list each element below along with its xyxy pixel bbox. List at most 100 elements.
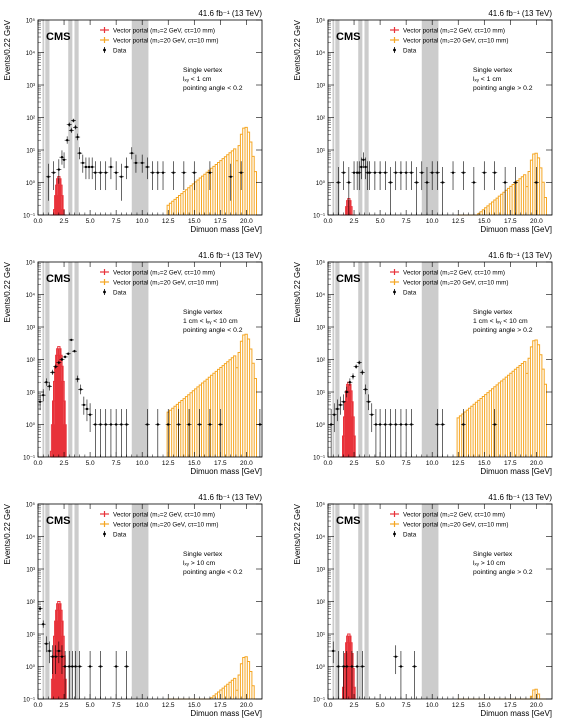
data-marker [114,171,118,174]
data-point [502,166,508,215]
data-marker [109,165,113,169]
data-marker [52,171,55,174]
data-point [71,349,77,353]
legend-swatch-data [103,290,106,294]
data-marker [352,171,356,174]
data-point [398,408,404,457]
data-point [398,161,404,191]
data-marker [161,171,165,174]
data-marker [67,352,70,355]
x-axis-label: Dimuon mass [GeV] [480,709,552,718]
legend-data-label: Data [113,289,127,296]
data-marker [420,171,423,174]
data-marker [62,158,66,161]
cms-label: CMS [336,31,360,43]
data-point [393,161,399,191]
x-tick-label: 5.0 [376,702,385,709]
data-point [40,620,46,628]
data-marker [441,423,444,426]
region-label-line: Single vertex [183,309,223,316]
data-marker [114,665,118,668]
data-marker [125,423,128,426]
data-marker [57,168,61,171]
x-tick-label: 17.5 [504,218,517,225]
data-point [64,136,70,144]
veto-band [421,262,439,457]
data-point [118,163,124,201]
y-tick-label: 10⁵ [26,259,36,266]
data-point [346,166,352,215]
data-point [129,147,135,160]
data-point [65,352,71,355]
data-point [460,161,466,191]
data-marker [394,423,397,426]
data-point [471,166,477,215]
legend: Vector portal (m₂=2 GeV, cτ=10 mm) Vector… [390,27,509,54]
x-tick-label: 10.0 [136,702,149,709]
data-marker [399,171,403,174]
data-point [460,408,466,457]
y-tick-label: 10³ [26,325,35,331]
data-point [92,408,98,457]
legend: Vector portal (m₂=2 GeV, cτ=10 mm) Vector… [390,511,509,538]
data-point [347,378,353,386]
data-point [382,408,388,457]
data-point [46,641,52,664]
data-point [45,163,51,201]
data-point [80,154,86,173]
y-tick-label: 10⁰ [316,664,326,671]
data-marker [151,171,154,174]
y-tick-label: 10² [26,358,35,364]
data-marker [342,665,345,668]
x-tick-label: 12.5 [162,460,175,467]
region-label-line: lₓᵧ < 1 cm [183,76,212,83]
x-axis-label: Dimuon mass [GeV] [480,225,552,234]
data-point [73,124,79,130]
data-marker [104,171,107,174]
data-point [403,161,409,191]
data-marker [125,165,128,169]
x-tick-label: 20.0 [530,460,543,467]
x-tick-label: 10.0 [136,460,149,467]
lumi-label: 41.6 fb⁻¹ (13 TeV) [198,251,262,260]
data-marker [172,171,175,174]
data-marker [146,165,149,169]
x-axis-label: Dimuon mass [GeV] [190,709,262,718]
data-point [492,408,498,457]
data-point [73,650,79,699]
x-tick-label: 0.0 [33,218,42,225]
legend-sig-high-label: Vector portal (m₂=20 GeV, cτ=10 mm) [403,279,509,286]
data-marker [345,665,348,668]
data-point [335,166,341,215]
x-tick-label: 2.5 [350,218,359,225]
veto-band [131,504,149,699]
data-point [533,166,539,215]
x-tick-label: 0.0 [323,218,332,225]
data-point [70,118,76,123]
legend: Vector portal (m₂=2 GeV, cτ=10 mm) Vector… [100,511,219,538]
chart-panel-6: 0.0 2.5 5.0 7.5 10.0 12.5 15.0 17.5 20.0 10⁻¹ 10⁰ 1… [290,484,580,726]
y-tick-label: 10⁻¹ [313,213,325,219]
veto-band [68,504,73,699]
data-marker [60,358,64,361]
data-point [50,369,56,375]
data-marker [72,119,75,122]
data-marker [342,171,345,174]
data-point [434,408,440,457]
legend-sig-low-label: Vector portal (m₂=2 GeV, cτ=10 mm) [403,269,505,276]
data-point [59,645,65,675]
chart-svg: 0.0 2.5 5.0 7.5 10.0 12.5 15.0 17.5 20.0 10⁻¹ 10⁰ 1… [3,493,263,718]
x-tick-label: 15.0 [188,460,201,467]
veto-band [74,262,79,457]
data-marker [358,361,361,364]
y-tick-label: 10³ [26,567,35,573]
y-tick-label: 10⁴ [316,292,326,299]
cms-label: CMS [336,273,360,285]
data-marker [63,665,67,668]
y-axis-label: Events/0.22 GeV [293,19,302,80]
data-marker [182,171,186,174]
data-marker [45,642,48,645]
region-label-line: lₓᵧ > 10 cm [473,560,506,567]
x-tick-label: 5.0 [86,218,95,225]
data-point [359,369,365,375]
